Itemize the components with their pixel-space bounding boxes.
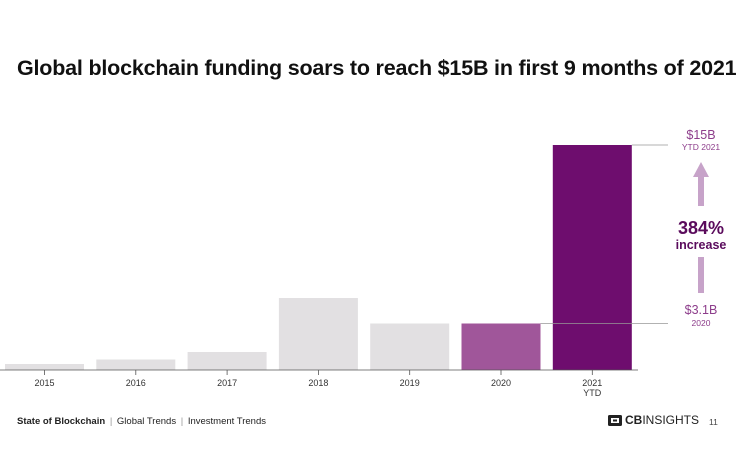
- breadcrumb-separator: |: [180, 416, 184, 427]
- page-number: 11: [709, 417, 718, 427]
- cbinsights-logo: CB INSIGHTS: [608, 413, 699, 427]
- bars-group: [5, 145, 632, 370]
- growth-arrow-shaft: [698, 176, 704, 206]
- bar-2019: [370, 323, 450, 370]
- bar-2015: [5, 364, 84, 370]
- growth-percent-label: 384%: [678, 218, 724, 238]
- footer-breadcrumb: State of Blockchain | Global Trends | In…: [17, 416, 266, 427]
- breadcrumb-investment-trends: Investment Trends: [187, 416, 266, 427]
- bar-2016: [96, 359, 176, 370]
- tick-label: 2020: [491, 378, 511, 388]
- tick-label: 2015: [34, 378, 54, 388]
- page-title: Global blockchain funding soars to reach…: [17, 56, 737, 80]
- bar-2020: [461, 323, 541, 370]
- tick-label: 2021: [582, 378, 602, 388]
- logo-cb-text: CB: [625, 413, 643, 427]
- growth-arrow-tail: [698, 257, 704, 293]
- growth-arrow-head: [693, 162, 709, 177]
- leader-lines-group: [540, 144, 668, 324]
- breadcrumb-global-trends: Global Trends: [116, 416, 177, 427]
- bar-2018: [278, 298, 358, 370]
- tick-label: 2017: [217, 378, 237, 388]
- bar-2021: [552, 145, 632, 370]
- top-sub-label: YTD 2021: [682, 142, 721, 152]
- growth-word-label: increase: [676, 238, 727, 252]
- bar-2017: [187, 352, 267, 370]
- tick-label: 2019: [400, 378, 420, 388]
- tick-label: 2018: [308, 378, 328, 388]
- bottom-value-label: $3.1B: [685, 303, 718, 317]
- top-value-label: $15B: [686, 128, 715, 142]
- tick-sublabel: YTD: [583, 388, 602, 398]
- logo-insights-text: INSIGHTS: [642, 413, 700, 427]
- cbinsights-logo-icon: [608, 414, 622, 426]
- breadcrumb-separator: |: [109, 416, 113, 427]
- bottom-sub-label: 2020: [692, 318, 711, 328]
- tick-label: 2016: [126, 378, 146, 388]
- report-name: State of Blockchain: [17, 416, 106, 427]
